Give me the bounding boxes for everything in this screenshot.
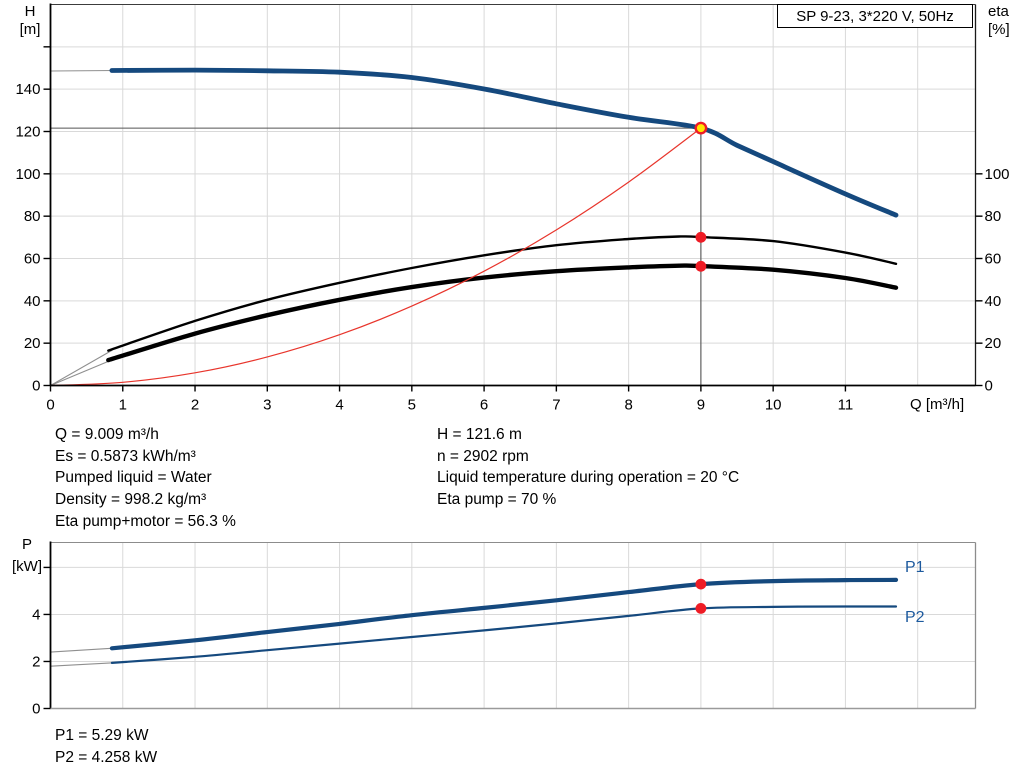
y-tick-label: 140 [15,81,40,98]
curve-eta-pump-motor [106,263,899,363]
curve-eta-pump-extension [49,349,113,387]
curve-system-curve [49,127,702,387]
operating-value-dot [695,231,707,243]
curve-p1-extension [49,647,117,653]
duty-point-marker [694,121,708,135]
y2-tick-label: 40 [985,293,1002,310]
h-axis-title-unit: [m] [19,21,41,38]
power-chart-axis-ticks [43,566,51,710]
duty-data-right-column: H = 121.6 m n = 2902 rpm Liquid temperat… [437,424,739,511]
curve-head [109,67,899,218]
p-axis-title-symbol: P [21,536,32,553]
x-tick-label: 9 [697,397,705,414]
curve-eta-pump [107,235,898,352]
power-chart-tick-labels: 0 2 4 [32,606,40,717]
eta-pump-motor-text: Eta pump+motor = 56.3 % [55,512,236,530]
duty-point-crosshair [50,127,702,386]
eta-pump-text: Eta pump = 70 % [437,491,557,509]
curve-p1 [109,577,899,651]
x-tick-label: 1 [119,397,127,414]
power-chart-plot-frame [49,541,977,710]
specific-energy-text: Es = 0.5873 kWh/m³ [55,447,196,465]
y2-tick-label: 60 [985,251,1002,268]
x-tick-label: 7 [552,397,560,414]
y-tick-label: 0 [32,701,40,718]
y-tick-label: 20 [24,335,41,352]
eta-axis-title-unit: [%] [988,21,1010,38]
hq-chart-gridlines [50,4,976,386]
x-tick-label: 6 [480,397,488,414]
x-tick-label: 5 [408,397,416,414]
curve-head-extension [49,69,117,72]
x-tick-label: 2 [191,397,199,414]
y-tick-label: 120 [15,124,40,141]
x-tick-label: 8 [624,397,632,414]
power-chart-gridlines [50,542,976,709]
p1-curve-label: P1 [905,559,925,576]
density-text: Density = 998.2 kg/m³ [55,491,207,509]
pump-title-box: SP 9-23, 3*220 V, 50Hz [777,4,973,28]
y-tick-label: 60 [24,251,41,268]
speed-text: n = 2902 rpm [437,447,529,465]
liquid-temperature-text: Liquid temperature during operation = 20… [437,469,740,487]
pumped-liquid-text: Pumped liquid = Water [55,469,212,487]
y2-tick-label: 100 [985,166,1010,183]
duty-flow-text: Q = 9.009 m³/h [55,426,159,443]
operating-value-dot [695,602,707,614]
curve-p2 [110,605,898,664]
y-tick-label: 0 [32,378,40,395]
operating-value-dot [695,578,707,590]
eta-axis-title-symbol: eta [988,3,1009,20]
x-tick-label: 4 [335,397,343,414]
power-result-block: P1 = 5.29 kW P2 = 4.258 kW [55,725,157,768]
p2-curve-label: P2 [905,609,925,626]
h-axis-title-symbol: H [24,3,36,20]
operating-value-dot [695,260,707,272]
x-tick-label: 11 [838,397,854,414]
y2-tick-label: 20 [985,335,1002,352]
hq-chart-tick-labels: 0 20 40 60 80 100 120 140 0 20 40 60 80 100 0 1 2 3 4 5 6 7 8 9… [15,81,1009,413]
curve-p2-extension [49,662,117,667]
x-tick-label: 0 [46,397,54,414]
x-tick-label: 10 [765,397,782,414]
y2-tick-label: 0 [985,378,993,395]
duty-data-left-column: Q = 9.009 m³/h Es = 0.5873 kWh/m³ Pumped… [55,424,236,533]
q-axis-title: Q [m³/h] [910,396,965,413]
hq-chart-axis-ticks [43,46,983,392]
p2-result-text: P2 = 4.258 kW [55,748,158,766]
y-tick-label: 4 [32,606,40,623]
p-axis-title-unit: [kW] [12,558,42,575]
y2-tick-label: 80 [985,208,1002,225]
duty-head-text: H = 121.6 m [437,426,522,443]
x-tick-label: 3 [263,397,271,414]
y-tick-label: 100 [15,166,40,183]
p1-result-text: P1 = 5.29 kW [55,727,149,744]
pump-title: SP 9-23, 3*220 V, 50Hz [796,7,954,25]
y-tick-label: 2 [32,653,40,670]
hq-chart-plot-frame [49,3,977,387]
y-tick-label: 80 [24,208,41,225]
curve-eta-pump-motor-extension [49,359,113,387]
y-tick-label: 40 [24,293,41,310]
